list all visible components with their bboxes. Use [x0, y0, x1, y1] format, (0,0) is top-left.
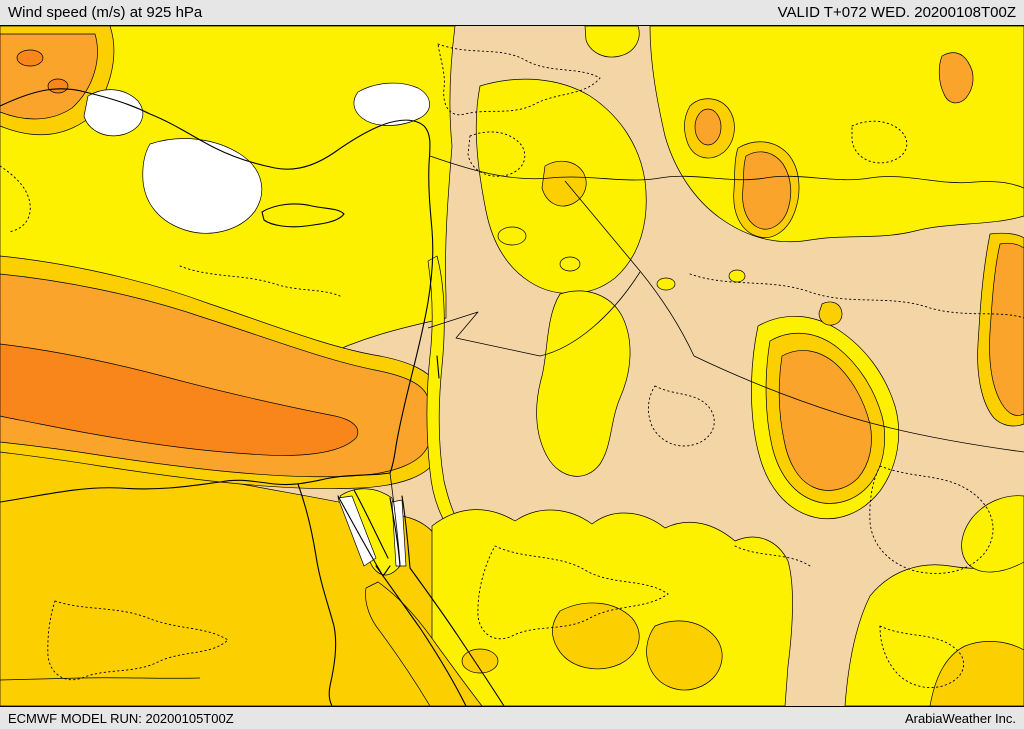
border-turkey-south — [429, 155, 1024, 189]
red-sea-east-bank — [409, 567, 505, 706]
border-egypt-sudan — [0, 677, 201, 681]
border-syria-iraq — [564, 180, 695, 357]
region-orange-east-edge — [989, 242, 1024, 416]
region-white-patch-1 — [83, 89, 144, 137]
coastline-cyprus — [261, 203, 345, 228]
weather-map — [0, 25, 1024, 707]
region-gold-red-sea — [365, 581, 483, 706]
dead-sea — [436, 355, 440, 379]
region-white-patch-3 — [353, 82, 430, 126]
dotted-contour-10 — [879, 625, 964, 688]
model-run-label: ECMWF MODEL RUN: 20200105T00Z — [8, 710, 234, 726]
border-jordan-zigzag — [427, 271, 641, 357]
region-orange-saudi — [778, 350, 872, 491]
small-lake-east — [818, 301, 843, 326]
lake-urmia — [938, 52, 974, 104]
dotted-contour-2 — [467, 131, 526, 177]
region-dark-orange-spot-2 — [47, 78, 69, 94]
region-yellow-central — [536, 290, 631, 477]
valid-time-label: VALID T+072 WED. 20200108T00Z — [777, 4, 1016, 21]
map-title: Wind speed (m/s) at 925 hPa — [8, 4, 203, 21]
gulf-of-suez-east-bank — [353, 489, 389, 559]
border-iraq-saudi — [693, 355, 1024, 453]
region-gold-southeast-corner — [929, 641, 1024, 706]
dotted-contour-6 — [47, 600, 229, 681]
border-egypt-israel — [389, 472, 401, 565]
region-gold-blob-1 — [552, 602, 640, 670]
header-bar: Wind speed (m/s) at 925 hPa VALID T+072 … — [0, 0, 1024, 25]
region-gold-blob-2 — [646, 620, 723, 691]
region-orange-ne-2 — [742, 151, 792, 230]
region-yellow-spot-4 — [728, 269, 746, 283]
region-orange-ne-1 — [694, 108, 722, 146]
dotted-contour-12 — [179, 265, 341, 297]
region-yellow-spot-2 — [559, 256, 581, 272]
region-yellow-spot-3 — [656, 277, 676, 291]
dotted-contour-7 — [0, 165, 31, 233]
dotted-contour-3 — [689, 273, 1024, 319]
region-yellow-top-center — [584, 26, 640, 58]
nile-river — [297, 483, 337, 706]
footer-bar: ECMWF MODEL RUN: 20200105T00Z ArabiaWeat… — [0, 707, 1024, 729]
gulf-of-suez-west-bank — [337, 495, 377, 565]
region-white-patch-2 — [142, 138, 263, 234]
wind-speed-contour-map — [0, 26, 1024, 706]
region-gold-spot-syria — [541, 160, 587, 207]
coastline-mediterranean-levant — [0, 88, 434, 503]
region-dark-orange-core — [0, 343, 359, 456]
brand-label: ArabiaWeather Inc. — [904, 710, 1016, 726]
border-layer — [0, 155, 1024, 681]
red-sea-west-bank — [375, 565, 467, 706]
fill-layer — [0, 26, 1024, 706]
gulf-of-aqaba-east-bank — [401, 495, 411, 569]
region-yellow-spot-1 — [497, 226, 527, 246]
region-dark-orange-spot-1 — [16, 49, 44, 67]
dotted-contour-layer — [0, 43, 1024, 688]
dotted-contour-8 — [648, 385, 715, 447]
dotted-contour-4 — [869, 465, 994, 574]
dotted-contour-1 — [437, 43, 601, 116]
